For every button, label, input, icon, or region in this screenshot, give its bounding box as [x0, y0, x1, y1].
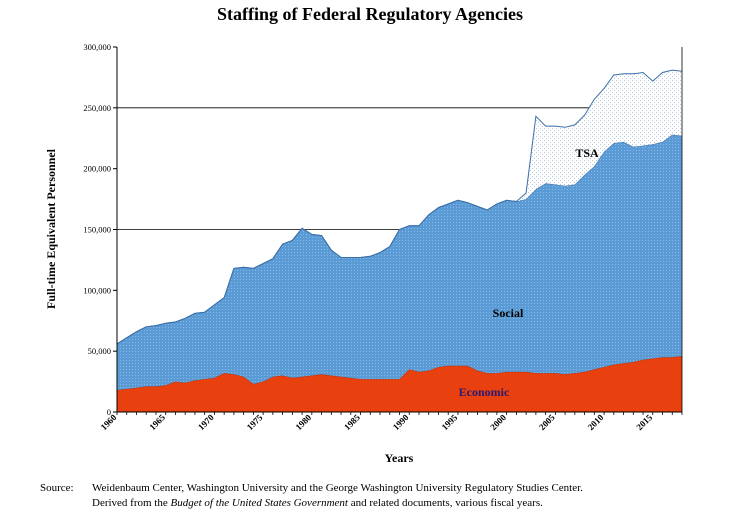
y-tick-label: 300,000	[83, 42, 111, 52]
area-tsa-outline	[116, 69, 683, 345]
source-line-2-italic: Budget of the United States Government	[170, 497, 349, 509]
x-tick-label: 1970	[196, 412, 216, 432]
y-tick-label: 100,000	[83, 285, 111, 295]
source-line-2-prefix: Derived from the	[92, 497, 171, 509]
x-axis-label: Years	[385, 451, 414, 465]
x-tick-label: 2005	[537, 412, 557, 432]
x-tick-label: 1965	[147, 412, 167, 432]
area-tsa	[117, 70, 682, 344]
source-text: Weidenbaum Center, Washington University…	[92, 481, 722, 511]
x-tick-label: 1995	[440, 412, 460, 432]
series-label-social: Social	[493, 306, 524, 320]
y-tick-label: 200,000	[83, 164, 111, 174]
x-tick-label: 1990	[391, 412, 411, 432]
area-economic	[117, 356, 682, 412]
area-layer	[116, 69, 683, 412]
area-social	[117, 134, 682, 391]
series-label-economic: Economic	[459, 385, 510, 399]
series-label-tsa: TSA	[575, 146, 599, 160]
x-tick-label: 1980	[293, 412, 313, 432]
label-layer: Years Full-time Equivalent Personnel TSA…	[44, 146, 599, 465]
chart-title: Staffing of Federal Regulatory Agencies	[217, 4, 523, 24]
x-tick-label: 2000	[488, 412, 508, 432]
y-tick-label: 0	[107, 407, 111, 417]
source-key: Source:	[40, 482, 74, 494]
x-tick-label: 2010	[586, 412, 606, 432]
source-line-1: Weidenbaum Center, Washington University…	[92, 482, 583, 494]
y-tick-label: 150,000	[83, 225, 111, 235]
x-tick-label: 1960	[99, 412, 119, 432]
source-line-2-suffix: and related documents, various fiscal ye…	[348, 497, 543, 509]
x-tick-label: 1975	[245, 412, 265, 432]
y-axis-label: Full-time Equivalent Personnel	[44, 148, 58, 309]
source-line-2: Derived from the Budget of the United St…	[92, 496, 722, 511]
x-tick-label: 1985	[342, 412, 362, 432]
y-tick-label: 250,000	[83, 103, 111, 113]
x-tick-label: 2015	[634, 412, 654, 432]
y-tick-label: 50,000	[88, 346, 111, 356]
